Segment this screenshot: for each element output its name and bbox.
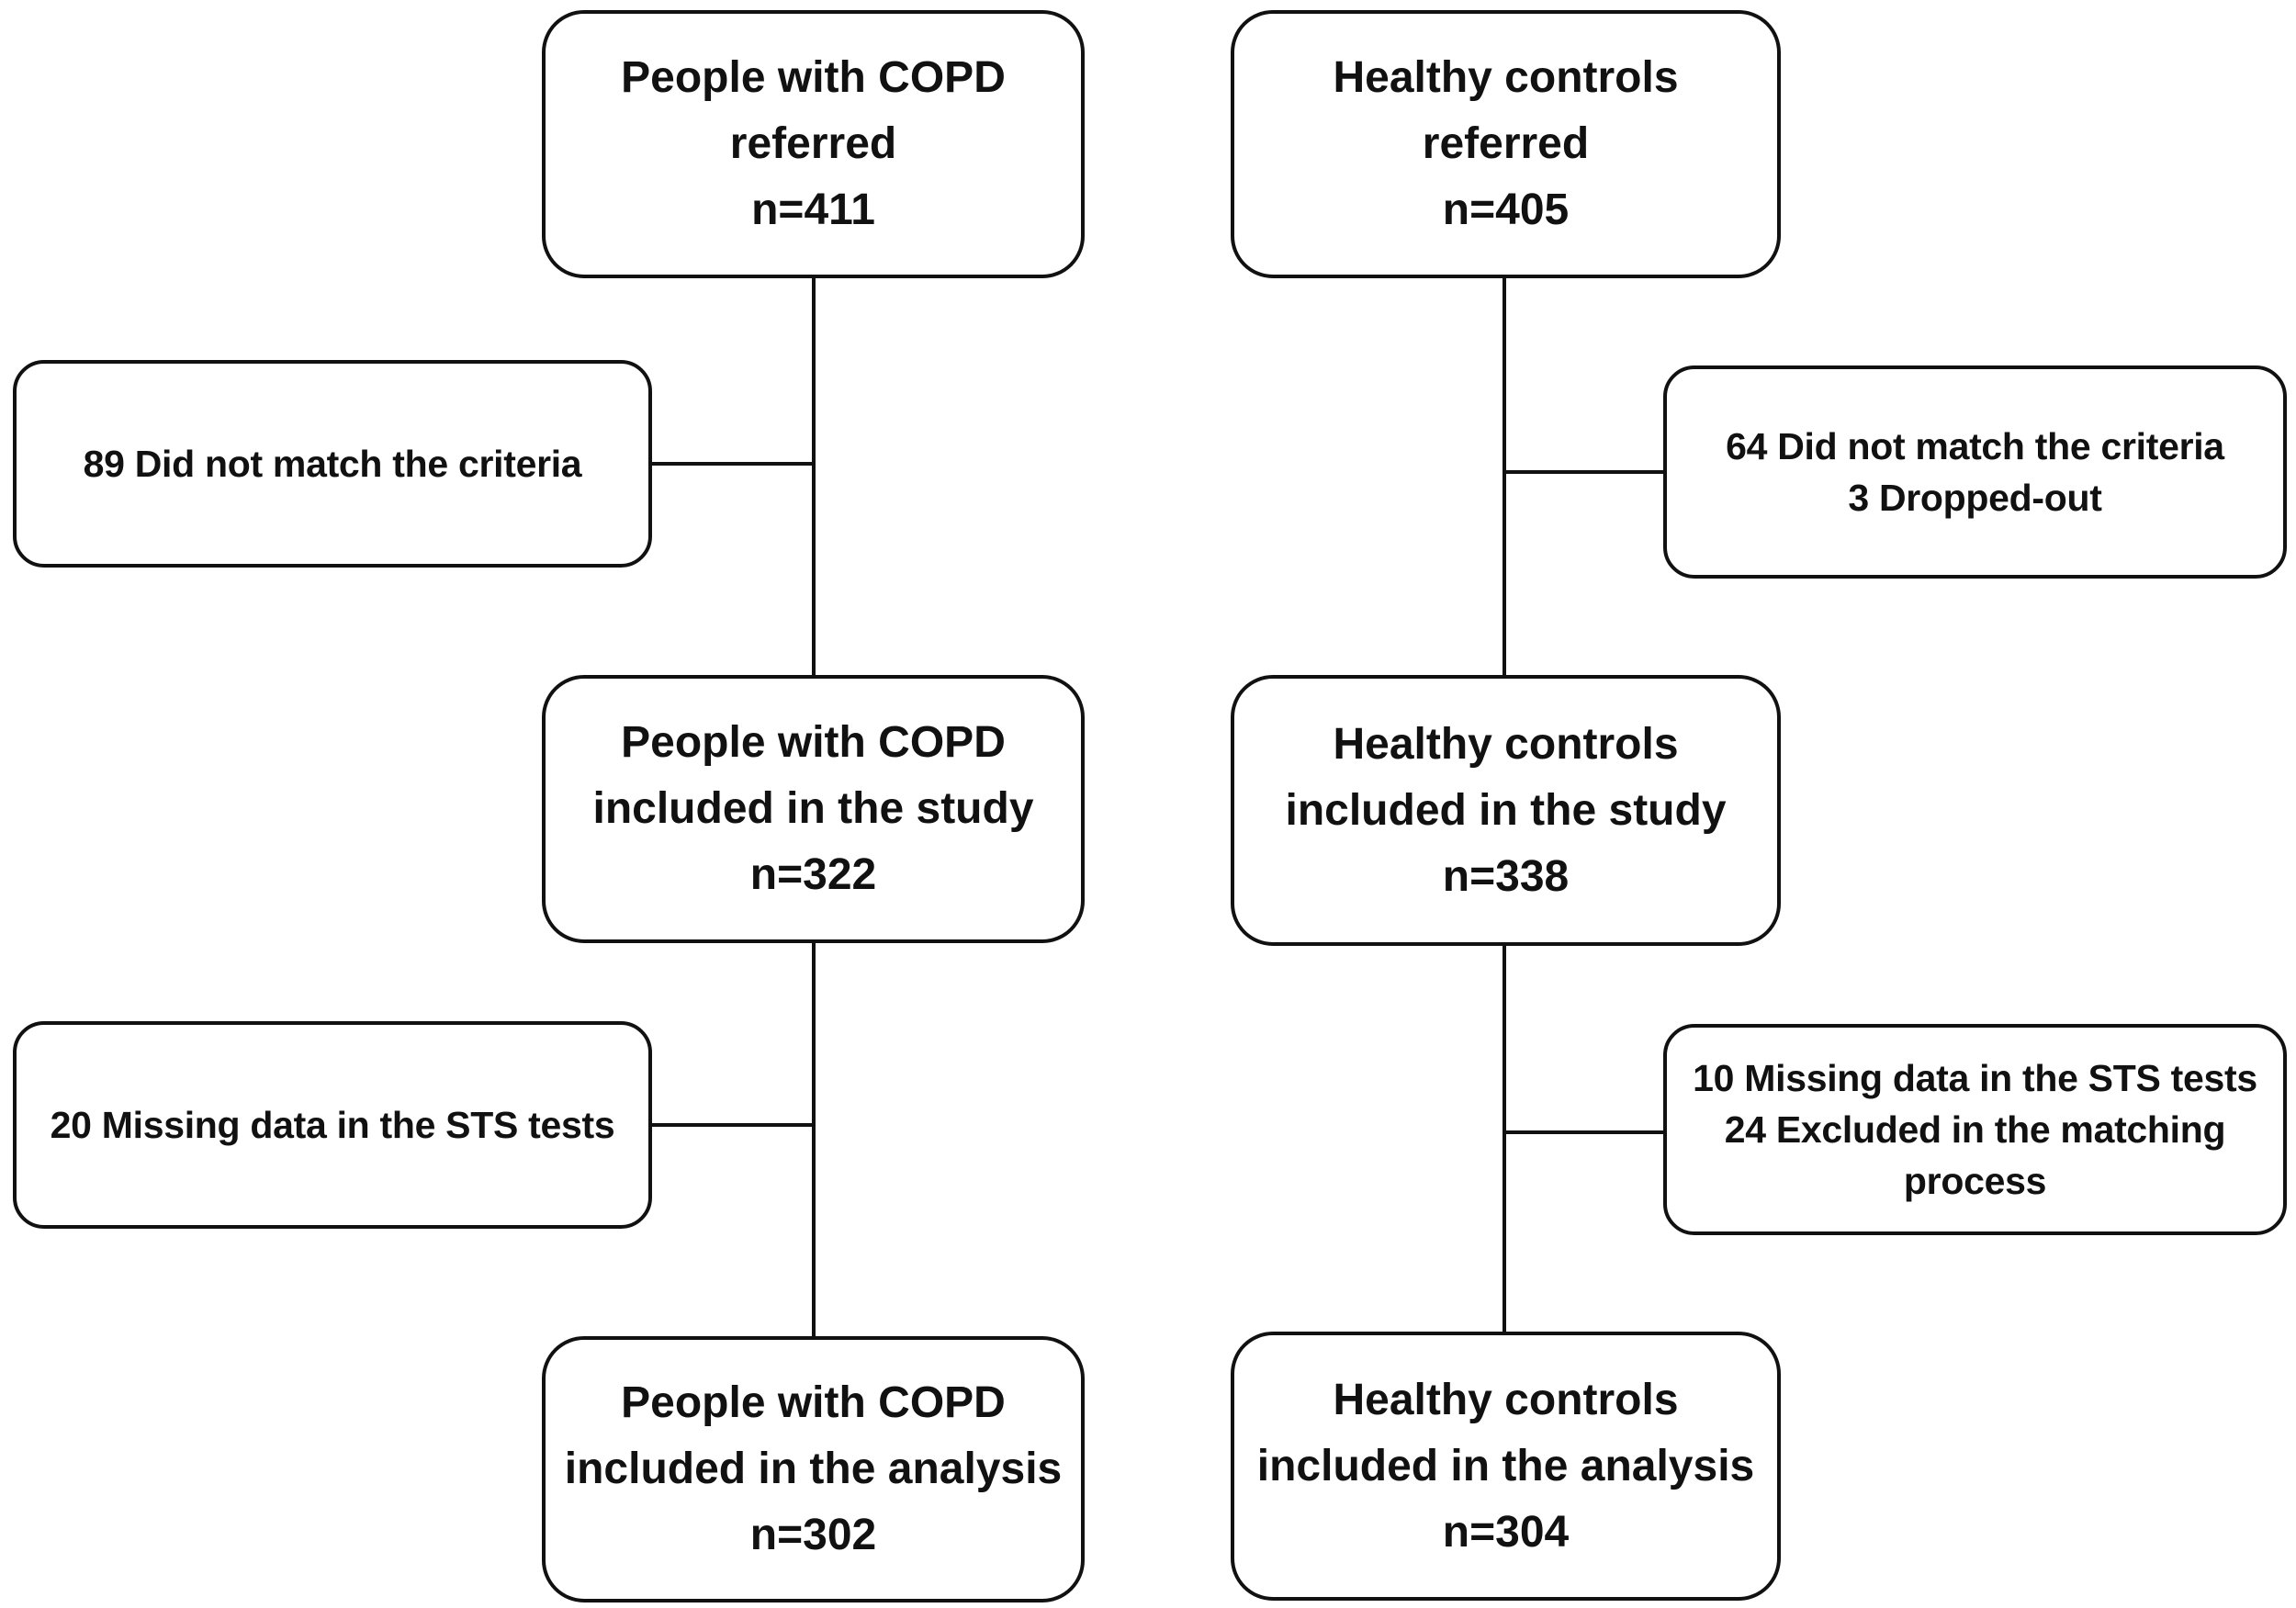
connector-controls-exclusion-1 <box>1503 470 1663 474</box>
box-copd-referred: People with COPD referred n=411 <box>542 10 1085 278</box>
box-controls-included-analysis: Healthy controls included in the analysi… <box>1231 1332 1781 1601</box>
box-copd-excluded-after-referral: 89 Did not match the criteria <box>13 360 652 568</box>
box-copd-referred-text: People with COPD referred n=411 <box>621 53 1006 234</box>
connector-controls-exclusion-2 <box>1503 1130 1663 1134</box>
box-copd-excluded-after-study-text: 20 Missing data in the STS tests <box>50 1104 615 1146</box>
box-controls-referred: Healthy controls referred n=405 <box>1231 10 1781 278</box>
box-controls-referred-text: Healthy controls referred n=405 <box>1333 53 1679 234</box>
box-controls-excluded-after-study: 10 Missing data in the STS tests 24 Excl… <box>1663 1024 2287 1235</box>
box-controls-included-analysis-text: Healthy controls included in the analysi… <box>1256 1375 1755 1557</box>
box-controls-included-study: Healthy controls included in the study n… <box>1231 675 1781 946</box>
box-copd-excluded-after-study: 20 Missing data in the STS tests <box>13 1021 652 1229</box>
box-controls-included-study-text: Healthy controls included in the study n… <box>1285 719 1727 901</box>
box-copd-included-study-text: People with COPD included in the study n… <box>592 718 1034 899</box>
box-controls-excluded-after-study-text: 10 Missing data in the STS tests 24 Excl… <box>1693 1057 2257 1202</box>
box-copd-included-analysis: People with COPD included in the analysi… <box>542 1336 1085 1602</box>
box-copd-included-study: People with COPD included in the study n… <box>542 675 1085 943</box>
box-controls-excluded-after-referral-text: 64 Did not match the criteria 3 Dropped-… <box>1726 425 2224 519</box>
connector-controls-study-to-analysis <box>1503 946 1506 1332</box>
connector-copd-study-to-analysis <box>812 943 816 1336</box>
box-copd-included-analysis-text: People with COPD included in the analysi… <box>564 1378 1063 1559</box>
connector-copd-exclusion-2 <box>652 1123 814 1127</box>
connector-controls-referred-to-study <box>1503 278 1506 675</box>
box-copd-excluded-after-referral-text: 89 Did not match the criteria <box>83 443 582 485</box>
connector-copd-referred-to-study <box>812 278 816 675</box>
connector-copd-exclusion-1 <box>652 462 814 466</box>
box-controls-excluded-after-referral: 64 Did not match the criteria 3 Dropped-… <box>1663 365 2287 579</box>
